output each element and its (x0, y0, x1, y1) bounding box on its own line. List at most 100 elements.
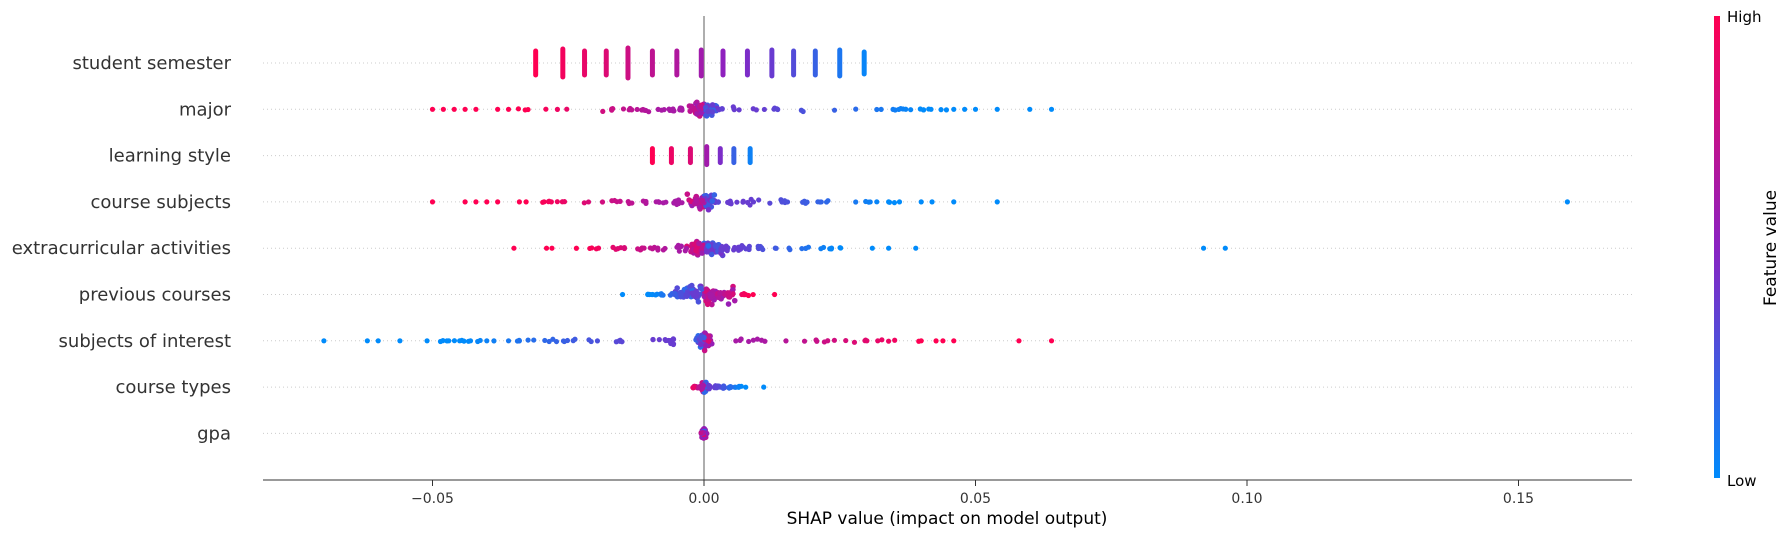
data-point (799, 245, 805, 252)
data-point (678, 289, 684, 296)
data-point (617, 198, 623, 204)
data-point (484, 199, 490, 205)
data-point (727, 294, 733, 300)
data-point (853, 199, 859, 205)
data-point (746, 338, 752, 345)
data-point (707, 385, 713, 391)
data-point (620, 106, 627, 112)
data-point (951, 106, 957, 112)
data-point (543, 245, 550, 251)
data-point (542, 337, 548, 344)
data-point (875, 338, 881, 344)
data-point (546, 198, 552, 204)
data-point (736, 247, 742, 253)
data-point (554, 106, 561, 112)
data-point (913, 245, 919, 251)
data-point (693, 247, 699, 254)
data-point (717, 290, 723, 296)
data-point (801, 338, 808, 344)
data-point (724, 248, 730, 254)
data-point (715, 294, 722, 301)
data-point (593, 246, 599, 252)
data-point (546, 338, 552, 345)
data-point (908, 107, 914, 113)
data-point (600, 108, 606, 114)
data-point (473, 199, 479, 205)
data-point (446, 338, 452, 344)
data-points (321, 45, 1570, 441)
data-point (730, 291, 736, 297)
data-point (933, 338, 939, 344)
data-point (451, 338, 458, 344)
data-point (515, 106, 522, 112)
data-point (696, 240, 702, 247)
data-point (495, 106, 501, 112)
data-point (886, 245, 892, 251)
data-point (719, 247, 725, 254)
data-point (688, 282, 695, 289)
data-point (641, 245, 647, 251)
x-tick-label: 0.05 (960, 491, 991, 507)
data-point (750, 199, 757, 205)
data-point (660, 247, 666, 253)
data-point (684, 191, 691, 197)
data-point (994, 106, 1000, 112)
data-point (424, 338, 430, 344)
feature-label: subjects of interest (59, 331, 231, 352)
data-point (700, 385, 706, 391)
data-point (615, 246, 621, 252)
data-point (728, 384, 734, 390)
data-point (429, 199, 436, 205)
data-point (629, 107, 635, 113)
data-point (1564, 199, 1570, 205)
data-point (525, 337, 531, 343)
data-point (586, 337, 592, 343)
data-point (549, 245, 555, 251)
data-point (951, 199, 957, 205)
data-point (814, 338, 820, 344)
data-point (649, 246, 656, 252)
data-point (805, 244, 812, 250)
data-point (695, 298, 702, 305)
data-point (475, 338, 481, 345)
data-point (719, 106, 725, 112)
data-point (1016, 338, 1022, 344)
data-point (375, 338, 381, 344)
data-point (800, 108, 806, 115)
x-tick-label: 0.15 (1503, 491, 1534, 507)
data-point (693, 197, 699, 204)
data-point (695, 384, 702, 390)
data-point (705, 338, 712, 345)
data-point (560, 338, 567, 344)
data-point (843, 337, 849, 344)
data-point (818, 246, 824, 252)
data-point (896, 199, 903, 205)
data-point (516, 338, 522, 344)
data-point (467, 338, 474, 344)
x-axis-label: SHAP value (impact on model output) (787, 509, 1108, 529)
data-point (364, 338, 370, 344)
data-point (473, 106, 479, 112)
data-point (878, 106, 884, 113)
data-point (918, 338, 924, 344)
data-point (898, 106, 904, 112)
data-point (744, 199, 751, 206)
data-point (728, 201, 734, 207)
data-point (851, 339, 858, 345)
data-point (783, 338, 789, 344)
data-point (516, 199, 522, 205)
data-point (886, 199, 892, 205)
data-point (938, 107, 944, 113)
data-point (698, 430, 704, 436)
data-point (523, 199, 529, 205)
data-point (670, 336, 676, 342)
data-point (619, 291, 626, 298)
data-point (879, 337, 885, 343)
data-point (741, 292, 747, 298)
data-point (655, 199, 661, 205)
data-point (531, 337, 537, 343)
data-point (734, 199, 740, 205)
data-point (634, 106, 640, 113)
data-point (730, 104, 736, 110)
data-point (457, 338, 463, 344)
